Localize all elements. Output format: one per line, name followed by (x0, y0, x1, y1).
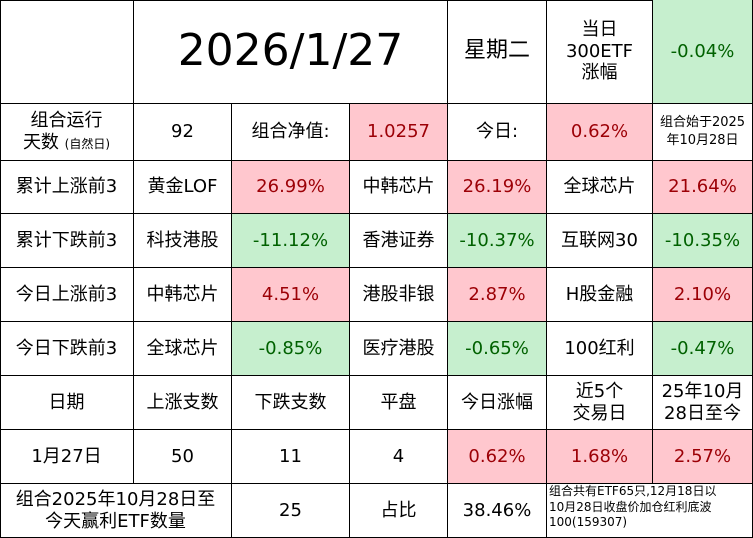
stats-down-count: 11 (232, 430, 350, 484)
portfolio-note-line2: 10月28日收盘价加仓红利底波 (549, 499, 712, 514)
stats-since: 2.57% (653, 430, 753, 484)
rank-item-value: -10.37% (448, 214, 547, 268)
rank-item-name: 中韩芯片 (134, 268, 232, 322)
rank-item-value: -0.47% (653, 322, 753, 376)
stats-header-last5: 近5个 交易日 (547, 376, 653, 430)
rank-item-name: 港股非银 (350, 268, 448, 322)
rank-item-name: 100红利 (547, 322, 653, 376)
profit-count-label-line2: 今天赢利ETF数量 (45, 510, 186, 532)
stats-today-change: 0.62% (448, 430, 547, 484)
header-blank-cell (0, 0, 134, 104)
stats-up-count: 50 (134, 430, 232, 484)
rank-item-value: -11.12% (232, 214, 350, 268)
index-change-label: 当日 300ETF 涨幅 (547, 0, 653, 104)
weekday-label: 星期二 (448, 0, 547, 104)
portfolio-note-line1: 组合共有ETF65只,12月18日以 (549, 484, 717, 498)
profit-count-label-line1: 组合2025年10月28日至 (15, 488, 216, 510)
portfolio-note: 组合共有ETF65只,12月18日以 10月28日收盘价加仓红利底波 100(1… (547, 484, 753, 538)
stats-flat: 4 (350, 430, 448, 484)
table-border-left (0, 0, 1, 538)
stats-header-date: 日期 (0, 376, 134, 430)
rank-item-name: H股金融 (547, 268, 653, 322)
index-label-line3: 涨幅 (581, 62, 618, 84)
rank-item-value: 2.87% (448, 268, 547, 322)
today-label: 今日: (448, 104, 547, 161)
rank-item-name: 全球芯片 (547, 161, 653, 214)
ratio-label: 占比 (350, 484, 448, 538)
rank-row-label: 今日下跌前3 (0, 322, 134, 376)
today-change: 0.62% (547, 104, 653, 161)
index-change-value: -0.04% (653, 0, 753, 104)
stats-header-today-change: 今日涨幅 (448, 376, 547, 430)
table-border-top (0, 0, 753, 1)
run-days-value: 92 (134, 104, 232, 161)
rank-item-name: 香港证券 (350, 214, 448, 268)
rank-item-name: 互联网30 (547, 214, 653, 268)
rank-item-value: 4.51% (232, 268, 350, 322)
ratio-value: 38.46% (448, 484, 547, 538)
profit-count-value: 25 (232, 484, 350, 538)
stats-date: 1月27日 (0, 430, 134, 484)
start-note-line1: 组合始于2025 (659, 115, 746, 131)
run-days-label-line2: 天数 (22, 132, 59, 153)
stats-header-since-line2: 28日至今 (664, 402, 741, 424)
rank-item-value: 21.64% (653, 161, 753, 214)
rank-item-name: 科技港股 (134, 214, 232, 268)
nav-value: 1.0257 (350, 104, 448, 161)
rank-item-value: 2.10% (653, 268, 753, 322)
rank-item-name: 黄金LOF (134, 161, 232, 214)
rank-item-value: 26.99% (232, 161, 350, 214)
index-label-line1: 当日 (581, 19, 618, 41)
portfolio-note-line3: 100(159307) (549, 515, 628, 530)
run-days-label-note: (自然日) (64, 137, 111, 151)
rank-row-label: 累计上涨前3 (0, 161, 134, 214)
rank-item-name: 全球芯片 (134, 322, 232, 376)
stats-header-last5-line2: 交易日 (572, 402, 627, 424)
run-days-label: 组合运行 天数 (自然日) (0, 104, 134, 161)
nav-label: 组合净值: (232, 104, 350, 161)
stats-header-down-count: 下跌支数 (232, 376, 350, 430)
rank-item-name: 医疗港股 (350, 322, 448, 376)
profit-count-label: 组合2025年10月28日至 今天赢利ETF数量 (0, 484, 232, 538)
stats-header-since: 25年10月 28日至今 (653, 376, 753, 430)
stats-header-flat: 平盘 (350, 376, 448, 430)
rank-item-value: -0.65% (448, 322, 547, 376)
rank-row-label: 今日上涨前3 (0, 268, 134, 322)
stats-header-since-line1: 25年10月 (661, 380, 744, 402)
start-note-line2: 年10月28日 (666, 133, 739, 148)
run-days-label-line2-wrap: 天数 (自然日) (23, 132, 110, 154)
run-days-label-line1: 组合运行 (30, 110, 103, 132)
rank-item-value: -10.35% (653, 214, 753, 268)
rank-item-value: -0.85% (232, 322, 350, 376)
rank-row-label: 累计下跌前3 (0, 214, 134, 268)
stats-header-up-count: 上涨支数 (134, 376, 232, 430)
stats-last5: 1.68% (547, 430, 653, 484)
stats-header-last5-line1: 近5个 (575, 380, 624, 402)
date-title: 2026/1/27 (134, 0, 448, 104)
start-note: 组合始于2025 年10月28日 (653, 104, 753, 161)
index-label-line2: 300ETF (565, 40, 634, 62)
rank-item-value: 26.19% (448, 161, 547, 214)
rank-item-name: 中韩芯片 (350, 161, 448, 214)
